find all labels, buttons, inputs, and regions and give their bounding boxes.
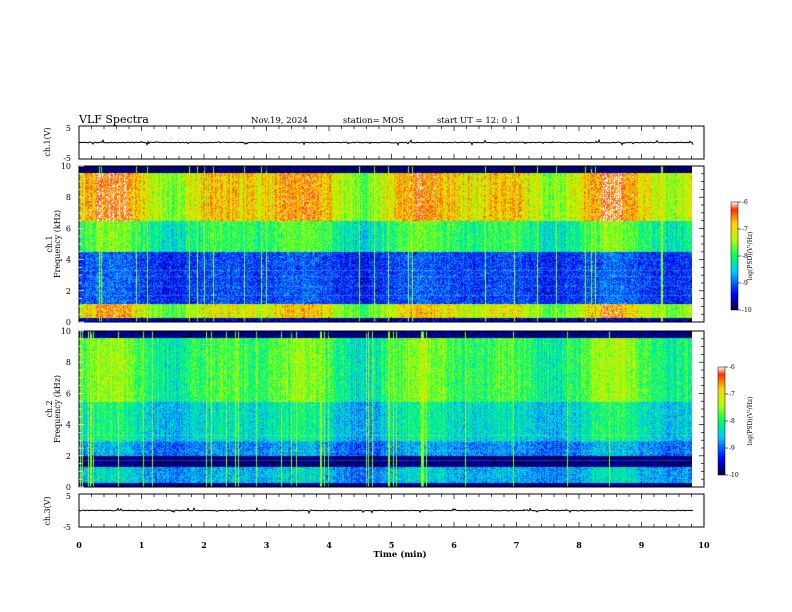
ch1-ytick-bottom: -5 [63,154,71,163]
ch2-spectrogram-ylabel-line2: Frequency (kHz) [53,375,62,443]
time-tick-label: 0 [76,540,82,550]
ch1-colorbar: -6 -7 -8 -9 -10 log(PSD)(V²/Hz) [730,199,754,314]
time-tick-label: 6 [451,540,457,550]
ch2-spectrogram-ytick-label: 8 [66,358,71,367]
ch1-spectrogram-panel: 0 2 4 6 8 10 ch.1 Frequency (kHz) [45,162,705,327]
time-tick-label: 5 [389,540,395,550]
ch2-colorbar: -6 -7 -8 -9 -10 log(PSD)(V²/Hz) [717,364,754,479]
ch2-spectrogram-image [79,331,692,487]
ch3-waveform-panel: 5 -5 ch.3(V) 0 1 2 3 4 5 6 7 8 9 10 Time (min) [43,492,710,560]
ch1-spectrogram-image [79,166,692,322]
ch1-colorbar-gradient [730,201,739,311]
ch2-colorbar-tick-label: -10 [729,472,739,479]
time-axis-label: Time (min) [373,549,426,560]
time-tick-label: 8 [576,540,582,550]
ch2-spectrogram-ytick-label: 0 [66,483,71,492]
time-tick-label: 10 [698,540,710,550]
date-label: Nov.19, 2024 [251,116,308,126]
ch1-spectrogram-ytick-label: 0 [66,318,71,327]
ch1-spectrogram-ylabel-line1: ch.1 [45,235,54,252]
ch2-spectrogram-panel: 0 2 4 6 8 10 ch.2 Frequency (kHz) [45,327,705,492]
ch1-waveform-panel: 5 -5 ch.1(V) [43,124,705,163]
ch1-colorbar-tick-label: -10 [742,307,752,314]
ch2-spectrogram-ylabel-line1: ch.2 [45,400,54,417]
ch1-spectrogram-ytick-label: 2 [66,287,71,296]
ch2-colorbar-tick-label: -7 [729,391,735,398]
ch3-waveform-ylabel: ch.3(V) [43,496,52,525]
ch2-spectrogram-ytick-label: 2 [66,452,71,461]
ch2-colorbar-gradient [717,366,726,476]
ch2-spectrogram-ytick-label: 4 [66,421,71,430]
ch1-spectrogram-ytick-label: 8 [66,193,71,202]
ch2-colorbar-tick-label: -8 [729,418,735,425]
ch1-spectrogram-ylabel-line2: Frequency (kHz) [53,210,62,278]
time-tick-label: 9 [639,540,645,550]
ch2-spectrogram-ytick-label: 6 [66,389,71,398]
ch3-ytick-bottom: -5 [63,523,71,532]
ch1-colorbar-tick-label: -6 [742,199,748,206]
ch2-colorbar-label: log(PSD)(V²/Hz) [747,397,754,446]
ch2-spectrogram-ytick-label: 10 [61,327,71,336]
ch2-colorbar-tick-label: -9 [729,445,735,452]
time-tick-label: 2 [201,540,207,550]
station-label: station= MOS [343,116,404,126]
ch1-waveform-ylabel: ch.1(V) [43,127,52,156]
ch1-spectrogram-ytick-label: 4 [66,256,71,265]
time-tick-label: 3 [264,540,270,550]
time-tick-label: 7 [514,540,520,550]
time-tick-label: 4 [326,540,332,550]
ch1-ytick-top: 5 [66,124,71,133]
figure-title: VLF Spectra [78,113,149,126]
ch1-waveform-trace [78,138,694,147]
ch1-colorbar-tick-label: -7 [742,226,748,233]
ch3-ytick-top: 5 [66,492,71,501]
ch2-colorbar-tick-label: -6 [729,364,735,371]
start-time-label: start UT = 12: 0 : 1 [437,116,521,126]
ch1-spectrogram-ytick-label: 6 [66,224,71,233]
ch1-spectrogram-ytick-label: 10 [61,162,71,171]
ch1-colorbar-tick-label: -9 [742,280,748,287]
ch3-waveform-trace [78,506,694,515]
ch1-colorbar-label: log(PSD)(V²/Hz) [747,232,754,281]
ch1-colorbar-tick-label: -8 [742,253,748,260]
time-tick-label: 1 [139,540,145,550]
